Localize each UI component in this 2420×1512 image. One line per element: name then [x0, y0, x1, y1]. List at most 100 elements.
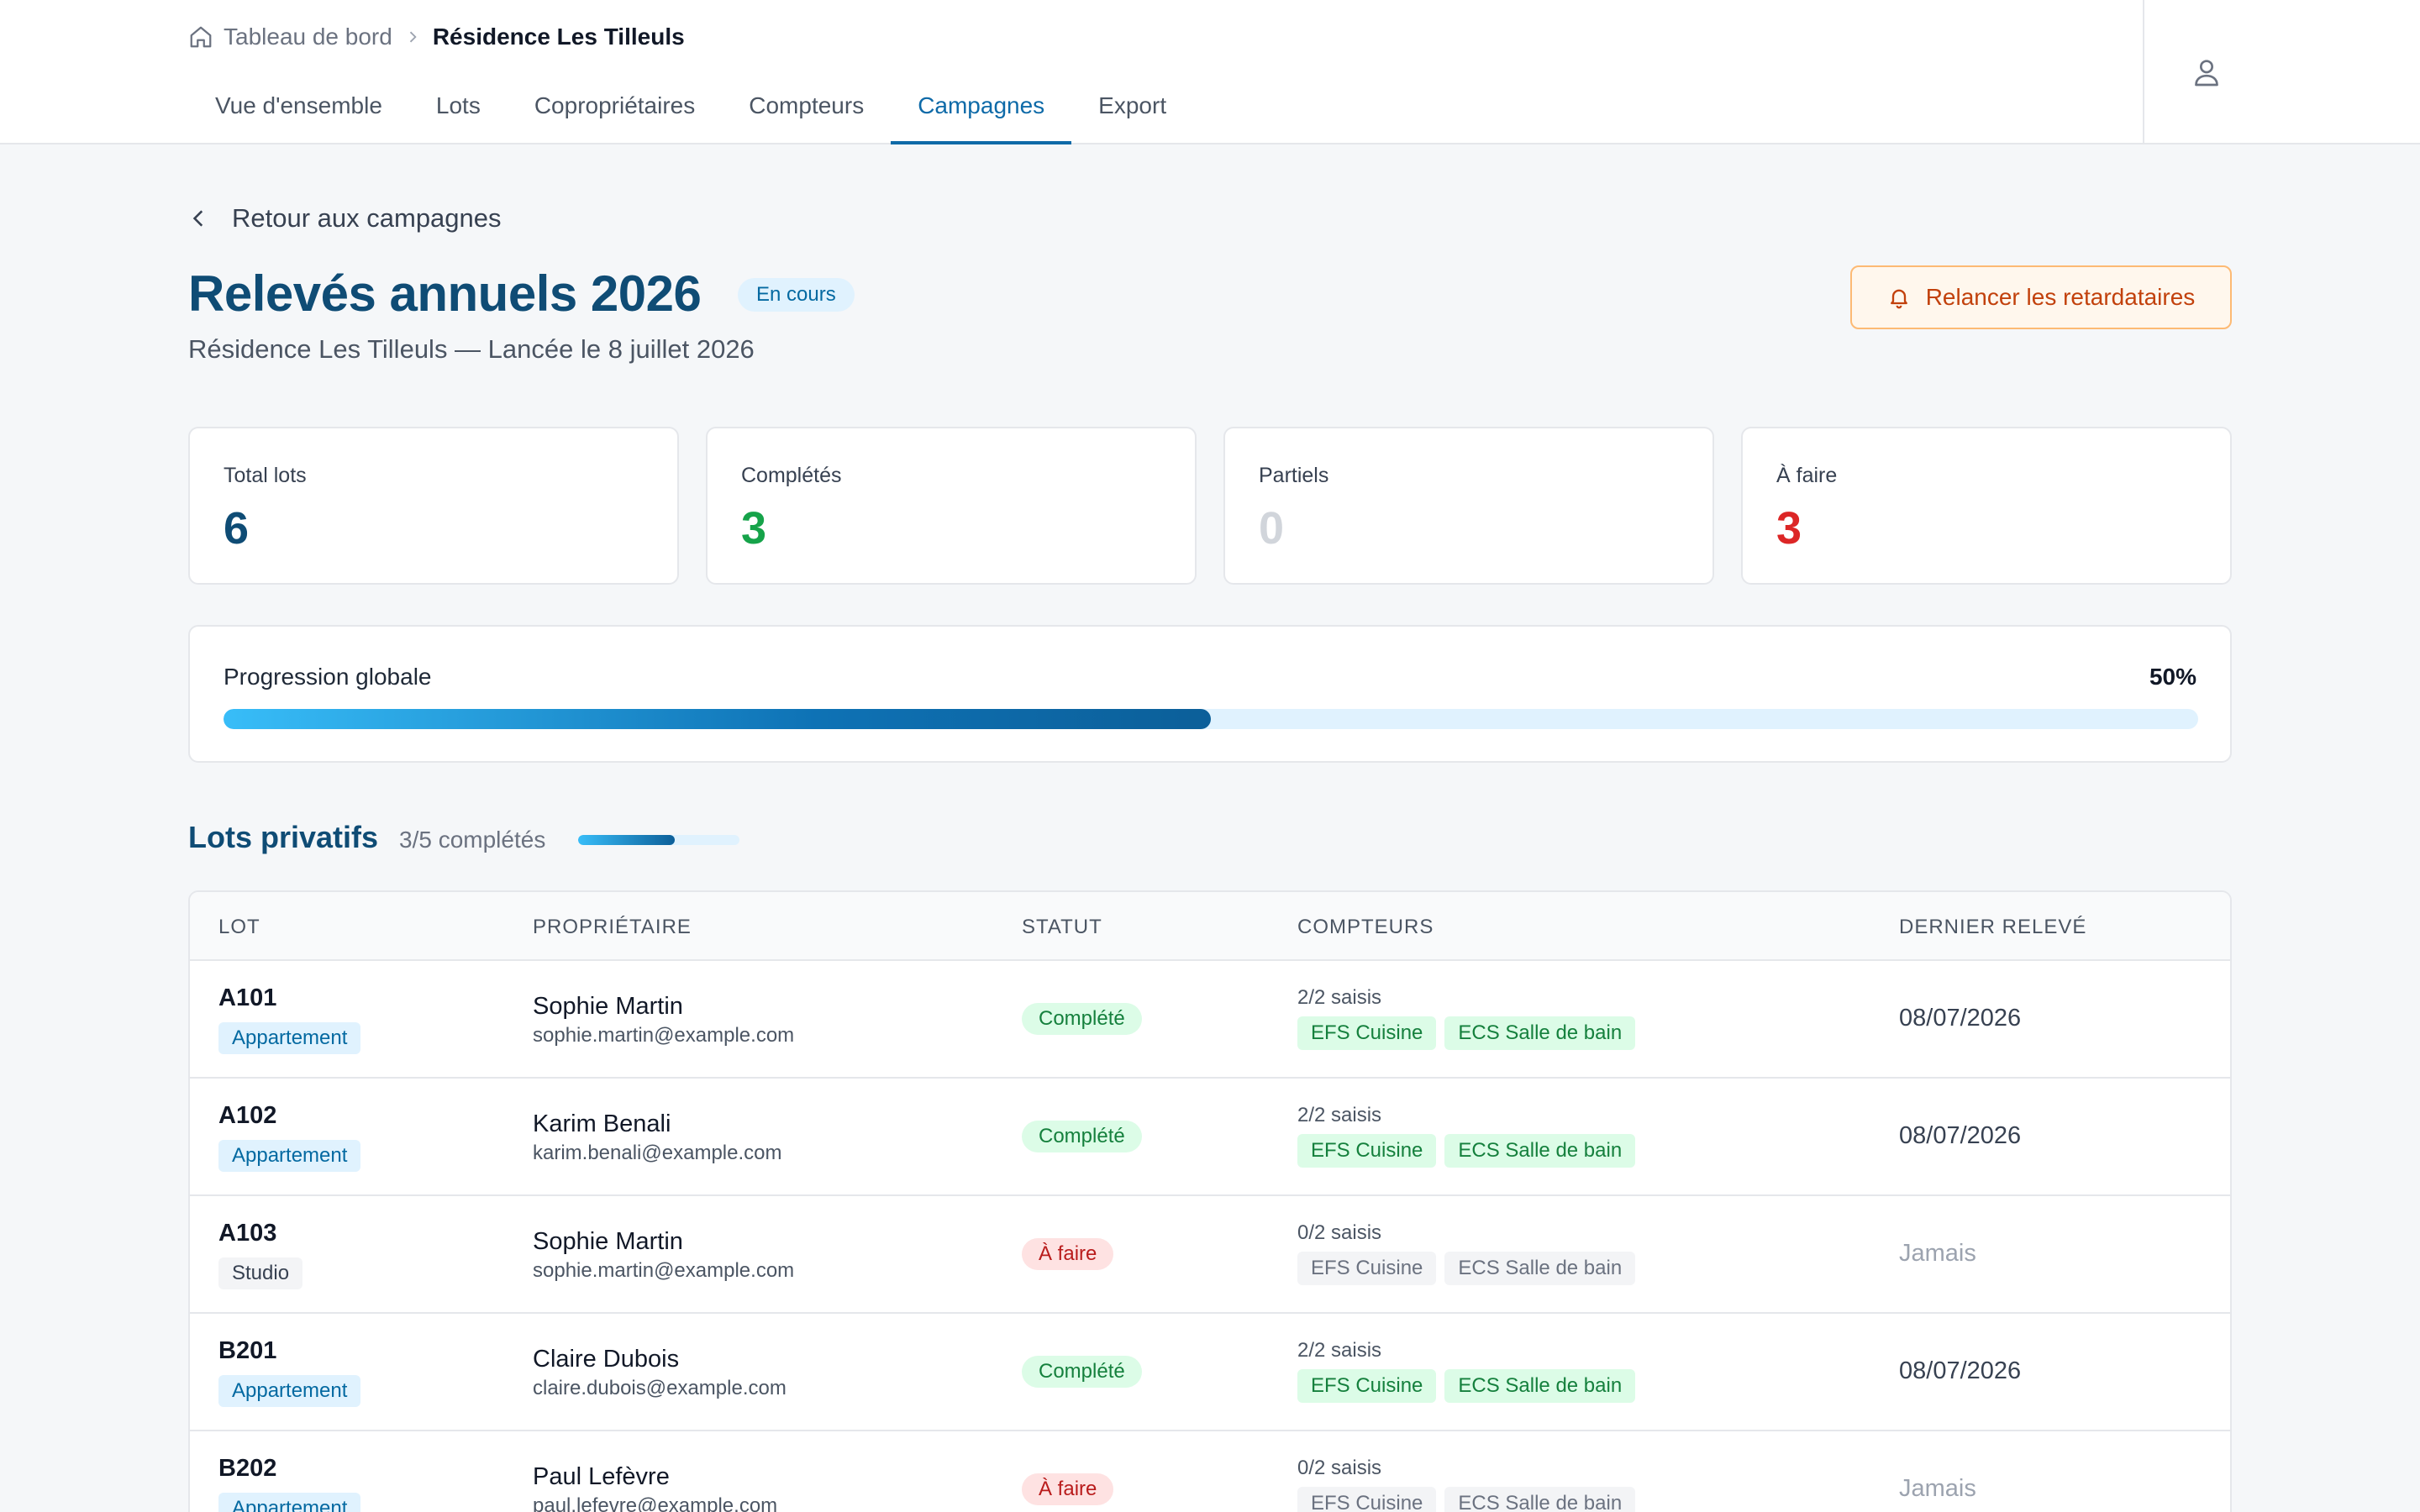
last-reading-cell: Jamais [1899, 1240, 1976, 1268]
section-count: 3/5 complétés [399, 827, 546, 853]
stat-card-total: Total lots 6 [188, 427, 679, 585]
meter-tags: EFS Cuisine ECS Salle de bain [1297, 1252, 1636, 1285]
bell-icon [1890, 289, 1907, 309]
owner-name: Claire Dubois [533, 1346, 680, 1373]
status-badge: À faire [1022, 1238, 1114, 1270]
column-header-lot: LOT [218, 916, 260, 938]
meter-tag: ECS Salle de bain [1444, 1252, 1636, 1285]
owner-name: Karim Benali [533, 1110, 671, 1137]
back-to-campaigns-link[interactable]: Retour aux campagnes [188, 198, 502, 239]
last-reading-cell: Jamais [1899, 1475, 1976, 1503]
stat-value: 6 [224, 503, 250, 554]
user-menu-button[interactable] [2190, 55, 2223, 89]
owner-cell: Sophie Martin sophie.martin@example.com [533, 1228, 794, 1283]
column-header-counters: COMPTEURS [1297, 916, 1434, 938]
tab-overview[interactable]: Vue d'ensemble [215, 92, 382, 118]
tab-lots[interactable]: Lots [435, 92, 481, 118]
meter-tag: ECS Salle de bain [1444, 1487, 1636, 1512]
meter-tag: EFS Cuisine [1297, 1487, 1437, 1512]
counters-cell: 0/2 saisis EFS Cuisine ECS Salle de bain [1297, 1457, 1636, 1512]
counters-count: 0/2 saisis [1297, 1457, 1382, 1479]
lot-cell: B202 Appartement [218, 1455, 361, 1512]
stat-card-todo: À faire 3 [1741, 427, 2232, 585]
campaign-status-badge: En cours [738, 278, 855, 312]
progress-label: Progression globale [224, 664, 432, 690]
owner-email: sophie.martin@example.com [533, 1259, 795, 1282]
owner-name: Sophie Martin [533, 993, 683, 1020]
status-cell: Complété [1022, 1356, 1142, 1388]
stat-value: 3 [1776, 503, 1802, 554]
table-row[interactable]: B201 Appartement Claire Dubois claire.duboi… [190, 1314, 2230, 1431]
column-header-owner: PROPRIÉTAIRE [533, 916, 692, 938]
last-reading-cell: 08/07/2026 [1899, 1005, 2021, 1032]
meter-tags: EFS Cuisine ECS Salle de bain [1297, 1134, 1636, 1168]
stat-card-partial: Partiels 0 [1223, 427, 1714, 585]
stat-card-completed: Complétés 3 [706, 427, 1197, 585]
page-title: Relevés annuels 2026 [188, 265, 702, 322]
lot-id: A102 [218, 1102, 277, 1129]
last-reading: 08/07/2026 [1899, 1357, 2022, 1384]
last-reading-cell: 08/07/2026 [1899, 1122, 2021, 1150]
main-tabs: Vue d'ensemble Lots Copropriétaires Comp… [188, 82, 1193, 144]
owner-cell: Paul Lefèvre paul.lefevre@example.com [533, 1463, 777, 1512]
user-area [2143, 0, 2420, 143]
status-badge: Complété [1022, 1121, 1142, 1152]
lot-type-badge: Appartement [218, 1375, 361, 1407]
owner-cell: Sophie Martin sophie.martin@example.com [533, 993, 794, 1047]
lot-id: A103 [218, 1220, 277, 1247]
status-badge: Complété [1022, 1003, 1142, 1035]
stat-value: 0 [1259, 503, 1285, 554]
stat-label: Partiels [1259, 464, 1329, 487]
counters-cell: 2/2 saisis EFS Cuisine ECS Salle de bain [1297, 1339, 1636, 1403]
progress-percent: 50% [2149, 664, 2196, 690]
meter-tags: EFS Cuisine ECS Salle de bain [1297, 1016, 1636, 1050]
counters-cell: 0/2 saisis EFS Cuisine ECS Salle de bain [1297, 1221, 1636, 1285]
counters-count: 0/2 saisis [1297, 1221, 1382, 1244]
lot-cell: A103 Studio [218, 1220, 303, 1289]
last-reading: Jamais [1899, 1240, 1976, 1267]
chevron-left-icon [192, 210, 203, 227]
stat-label: Total lots [224, 464, 307, 487]
counters-count: 2/2 saisis [1297, 1339, 1382, 1362]
meter-tag: EFS Cuisine [1297, 1134, 1437, 1168]
section-progress-bar [578, 835, 739, 845]
meter-tags: EFS Cuisine ECS Salle de bain [1297, 1487, 1636, 1512]
status-cell: À faire [1022, 1238, 1114, 1270]
lot-type-badge: Appartement [218, 1493, 361, 1512]
owner-cell: Claire Dubois claire.dubois@example.com [533, 1346, 786, 1400]
owner-name: Paul Lefèvre [533, 1463, 670, 1490]
table-row[interactable]: B202 Appartement Paul Lefèvre paul.lefevre@… [190, 1431, 2230, 1512]
column-header-last-reading: DERNIER RELEVÉ [1899, 916, 2087, 938]
meter-tags: EFS Cuisine ECS Salle de bain [1297, 1369, 1636, 1403]
status-badge: Complété [1022, 1356, 1142, 1388]
global-progress-card: Progression globale 50% [188, 625, 2232, 763]
owner-name: Sophie Martin [533, 1228, 683, 1255]
remind-latecomers-button[interactable]: Relancer les retardataires [1850, 265, 2232, 329]
meter-tag: ECS Salle de bain [1444, 1134, 1636, 1168]
meter-tag: ECS Salle de bain [1444, 1369, 1636, 1403]
remind-latecomers-label: Relancer les retardataires [1925, 284, 2196, 310]
tab-meters[interactable]: Compteurs [749, 92, 865, 118]
stat-value: 3 [741, 503, 767, 554]
lot-cell: A102 Appartement [218, 1102, 361, 1172]
owner-email: karim.benali@example.com [533, 1142, 782, 1164]
breadcrumb-home-link[interactable]: Tableau de bord [188, 24, 392, 50]
last-reading-cell: 08/07/2026 [1899, 1357, 2021, 1385]
top-header: Tableau de bord Résidence Les Tilleuls V… [0, 0, 2420, 144]
table-row[interactable]: A102 Appartement Karim Benali karim.benali@… [190, 1079, 2230, 1196]
tab-export[interactable]: Export [1098, 92, 1167, 118]
table-row[interactable]: A103 Studio Sophie Martin sophie.martin@exa… [190, 1196, 2230, 1314]
lot-type-badge: Studio [218, 1257, 303, 1289]
status-cell: Complété [1022, 1121, 1142, 1152]
column-header-status: STATUT [1022, 916, 1102, 938]
table-row[interactable]: A101 Appartement Sophie Martin sophie.marti… [190, 961, 2230, 1079]
tab-owners[interactable]: Copropriétaires [534, 92, 696, 118]
stat-label: Complétés [741, 464, 842, 487]
home-icon [190, 26, 212, 48]
tab-campaigns[interactable]: Campagnes [891, 82, 1072, 144]
lot-type-badge: Appartement [218, 1022, 361, 1054]
user-icon [2195, 60, 2218, 87]
lot-cell: A101 Appartement [218, 984, 361, 1054]
progress-bar-fill [224, 709, 1211, 729]
lot-id: B202 [218, 1455, 277, 1482]
